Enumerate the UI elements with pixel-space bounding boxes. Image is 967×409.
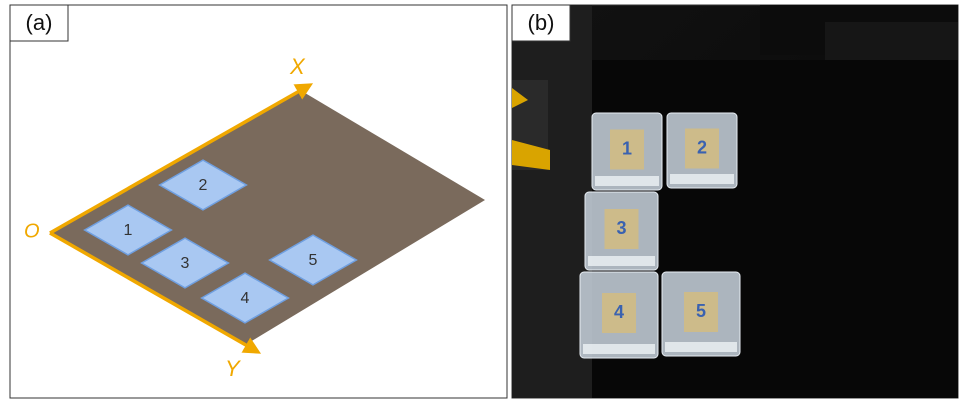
- block-ridge: [595, 176, 659, 186]
- axis-label: Y: [225, 356, 241, 381]
- sample-label: 5: [696, 301, 706, 321]
- block-ridge: [665, 342, 737, 352]
- sample-label: 1: [622, 138, 632, 158]
- square-label: 3: [181, 255, 190, 272]
- sample-label: 2: [697, 137, 707, 157]
- figure: (a) X Y O 1 2 3 4 5 (b) 1 2 3 4 5: [0, 0, 967, 404]
- square-label: 4: [241, 290, 250, 307]
- origin-label: O: [24, 220, 40, 242]
- axis-label: X: [289, 54, 306, 79]
- square-label: 5: [309, 252, 318, 269]
- panel-b: (b) 1 2 3 4 5: [512, 5, 958, 398]
- panel-a: (a) X Y O 1 2 3 4 5: [10, 5, 507, 398]
- block-ridge: [583, 344, 655, 354]
- sample-label: 3: [616, 218, 626, 238]
- block-ridge: [588, 256, 655, 266]
- block-ridge: [670, 174, 734, 184]
- panel-label: (b): [528, 10, 555, 35]
- page: (a) X Y O 12345 (b) 12345 (() => { const…: [0, 0, 967, 404]
- square-label: 2: [199, 177, 208, 194]
- panel-label: (a): [26, 10, 53, 35]
- sample-label: 4: [614, 302, 624, 322]
- square-label: 1: [124, 222, 133, 239]
